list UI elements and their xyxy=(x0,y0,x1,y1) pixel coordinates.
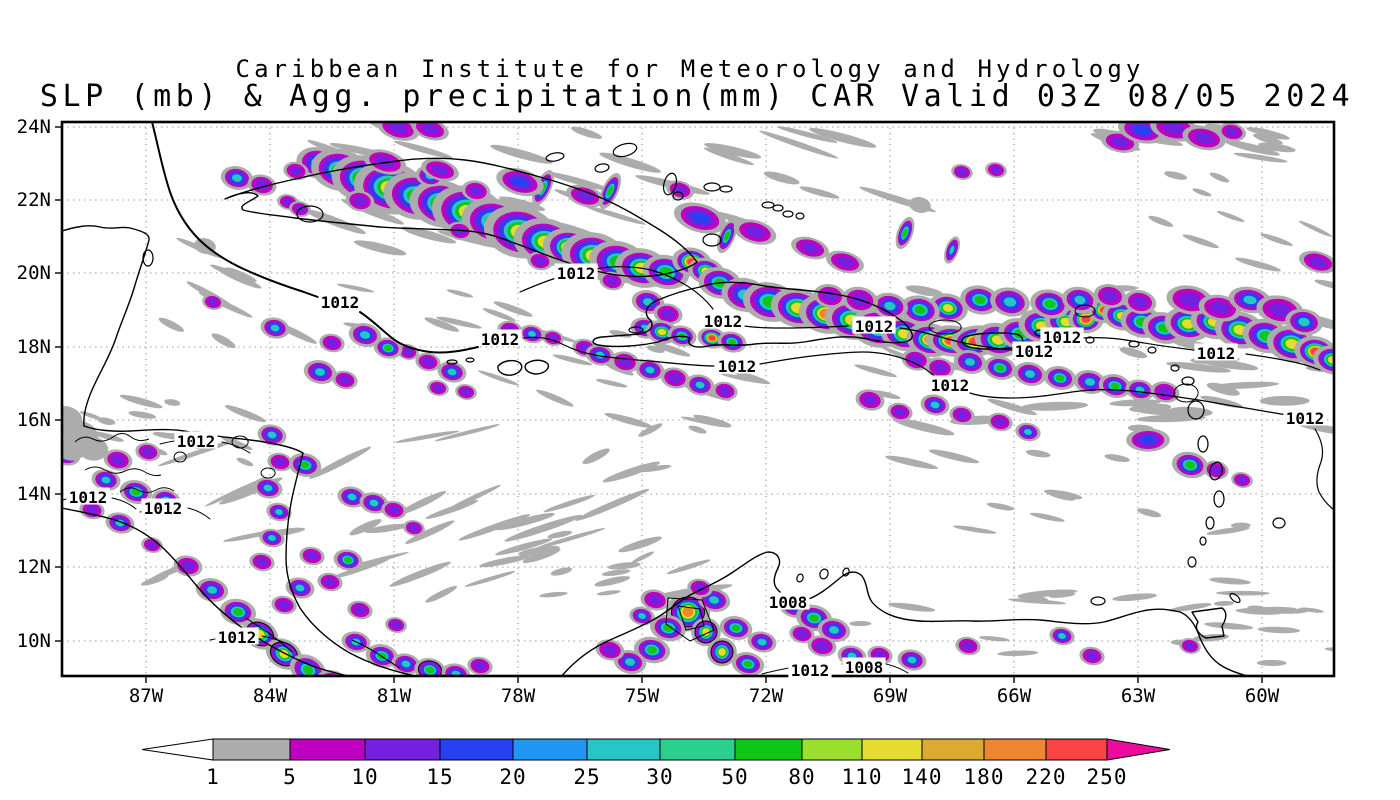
lon-tick-label: 69W xyxy=(873,685,908,707)
lat-tick-label: 12N xyxy=(17,556,51,578)
lon-tick-label: 66W xyxy=(997,685,1032,707)
pressure-value-label: 1012 xyxy=(218,628,257,647)
isobars xyxy=(62,122,1334,675)
lon-tick-label: 84W xyxy=(253,685,288,707)
lat-tick-label: 24N xyxy=(17,116,51,138)
lat-tick-label: 22N xyxy=(17,189,51,211)
pressure-value-label: 1012 xyxy=(481,330,520,349)
lat-tick-label: 10N xyxy=(17,630,51,652)
legend-threshold-label: 250 xyxy=(1087,765,1128,789)
pressure-value-label: 1012 xyxy=(718,357,757,376)
lon-tick-label: 75W xyxy=(625,685,660,707)
pressure-value-label: 1012 xyxy=(704,312,743,331)
legend-threshold-label: 5 xyxy=(283,765,297,789)
lon-tick-label: 81W xyxy=(377,685,412,707)
legend-threshold-label: 20 xyxy=(499,765,526,789)
lon-tick-label: 87W xyxy=(129,685,164,707)
legend-threshold-label: 80 xyxy=(788,765,815,789)
lon-tick-label: 72W xyxy=(749,685,784,707)
legend-threshold-label: 1 xyxy=(206,765,220,789)
precipitation-shading xyxy=(62,122,1334,676)
lat-tick-label: 20N xyxy=(17,262,51,284)
lon-tick-label: 63W xyxy=(1121,685,1156,707)
pressure-value-label: 1012 xyxy=(791,661,830,680)
pressure-value-label: 1012 xyxy=(144,499,183,518)
legend-threshold-label: 10 xyxy=(351,765,378,789)
legend-threshold-label: 180 xyxy=(964,765,1005,789)
pressure-value-label: 1008 xyxy=(769,593,808,612)
pressure-value-label: 1012 xyxy=(855,317,894,336)
lat-tick-label: 14N xyxy=(17,483,51,505)
pressure-value-label: 1012 xyxy=(1197,344,1236,363)
pressure-value-label: 1012 xyxy=(69,488,108,507)
legend-threshold-label: 50 xyxy=(721,765,748,789)
pressure-value-label: 1012 xyxy=(321,293,360,312)
pressure-value-label: 1012 xyxy=(177,432,216,451)
chart-title: Caribbean Institute for Meteorology and … xyxy=(236,55,1145,83)
coastlines xyxy=(62,142,1286,676)
map-frame-and-axes: 24N 22N 20N 18N 16N 14N 12N 10N 87W 84W 81W 78W 75W 7… xyxy=(17,116,1336,707)
pressure-value-label: 1008 xyxy=(845,658,884,677)
legend-threshold-label: 30 xyxy=(646,765,673,789)
pressure-value-label: 1012 xyxy=(1015,342,1054,361)
lat-tick-label: 16N xyxy=(17,409,51,431)
lat-tick-label: 18N xyxy=(17,336,51,358)
legend-threshold-label: 15 xyxy=(426,765,453,789)
lon-tick-label: 60W xyxy=(1245,685,1280,707)
legend-threshold-label: 220 xyxy=(1026,765,1067,789)
pressure-value-label: 1012 xyxy=(1043,328,1082,347)
color-legend: 1 5 10 15 20 25 30 50 80 110 140 180 220 250 xyxy=(141,738,1171,789)
chart-subtitle: SLP (mb) & Agg. precipitation(mm) CAR Va… xyxy=(40,79,1354,114)
legend-threshold-label: 110 xyxy=(842,765,883,789)
pressure-value-label: 1012 xyxy=(1286,409,1325,428)
pressure-labels: 1012101210121012101210121012101210121012… xyxy=(66,263,1327,680)
pressure-value-label: 1012 xyxy=(557,264,596,283)
lon-tick-label: 78W xyxy=(501,685,536,707)
legend-threshold-label: 140 xyxy=(902,765,943,789)
pressure-value-label: 1012 xyxy=(931,376,970,395)
legend-threshold-label: 25 xyxy=(573,765,600,789)
